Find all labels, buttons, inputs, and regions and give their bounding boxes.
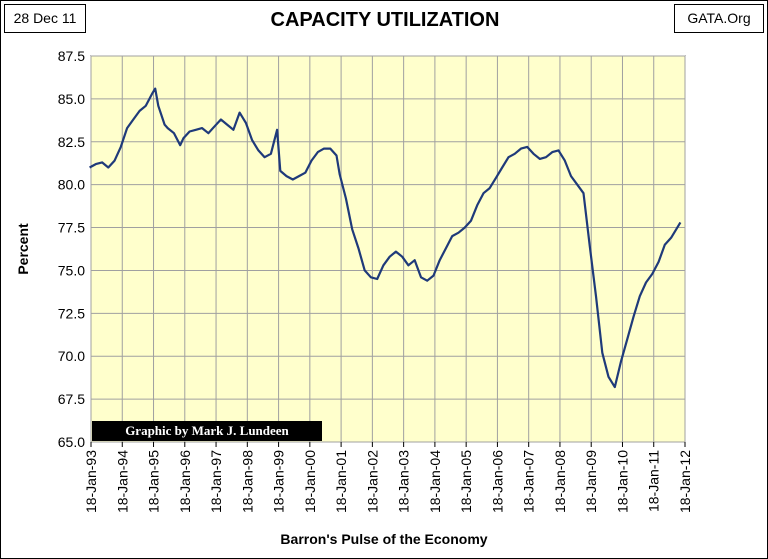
x-tick-label: 18-Jan-98 xyxy=(239,450,255,513)
y-tick-label: 85.0 xyxy=(58,91,85,107)
credit-label: Graphic by Mark J. Lundeen xyxy=(92,421,322,441)
x-tick-label: 18-Jan-07 xyxy=(521,450,537,513)
x-tick-label: 18-Jan-94 xyxy=(114,450,130,513)
plot-area xyxy=(90,55,686,443)
x-tick-label: 18-Jan-93 xyxy=(83,450,99,513)
y-tick-label: 67.5 xyxy=(58,391,85,407)
x-tick-label: 18-Jan-97 xyxy=(208,450,224,513)
x-tick-label: 18-Jan-10 xyxy=(614,450,630,513)
x-tick-label: 18-Jan-08 xyxy=(552,450,568,513)
x-tick-label: 18-Jan-05 xyxy=(458,450,474,513)
x-tick-label: 18-Jan-03 xyxy=(396,450,412,513)
x-axis-label: Barron's Pulse of the Economy xyxy=(280,531,487,547)
x-tick-label: 18-Jan-99 xyxy=(271,450,287,513)
y-tick-label: 82.5 xyxy=(58,134,85,150)
x-tick-label: 18-Jan-01 xyxy=(333,450,349,513)
y-axis-label: Percent xyxy=(15,223,31,275)
y-tick-label: 80.0 xyxy=(58,177,85,193)
x-tick-label: 18-Jan-12 xyxy=(677,450,693,513)
y-tick-label: 77.5 xyxy=(58,220,85,236)
x-tick-label: 18-Jan-95 xyxy=(146,450,162,513)
x-axis-ticks: 18-Jan-93 18-Jan-94 18-Jan-95 18-Jan-96 18-J… xyxy=(83,442,693,513)
x-tick-label: 18-Jan-09 xyxy=(583,450,599,513)
y-tick-label: 70.0 xyxy=(58,348,85,364)
source-label: GATA.Org xyxy=(674,4,764,33)
chart-title: CAPACITY UTILIZATION xyxy=(270,9,500,31)
x-tick-label: 18-Jan-00 xyxy=(302,450,318,513)
x-tick-label: 18-Jan-06 xyxy=(489,450,505,513)
y-tick-label: 65.0 xyxy=(58,434,85,450)
x-tick-label: 18-Jan-04 xyxy=(427,450,443,513)
y-tick-label: 87.5 xyxy=(58,48,85,64)
y-axis-ticks: 65.0 67.5 70.0 72.5 75.0 77.5 80.0 82.5 85.0 87.5 xyxy=(58,48,85,450)
date-label: 28 Dec 11 xyxy=(4,4,86,33)
x-tick-label: 18-Jan-11 xyxy=(646,450,662,512)
y-tick-label: 75.0 xyxy=(58,262,85,278)
x-tick-label: 18-Jan-02 xyxy=(364,450,380,513)
gridlines xyxy=(90,55,686,443)
y-tick-label: 72.5 xyxy=(58,305,85,321)
capacity-utilization-line xyxy=(89,87,682,389)
x-tick-label: 18-Jan-96 xyxy=(177,450,193,513)
